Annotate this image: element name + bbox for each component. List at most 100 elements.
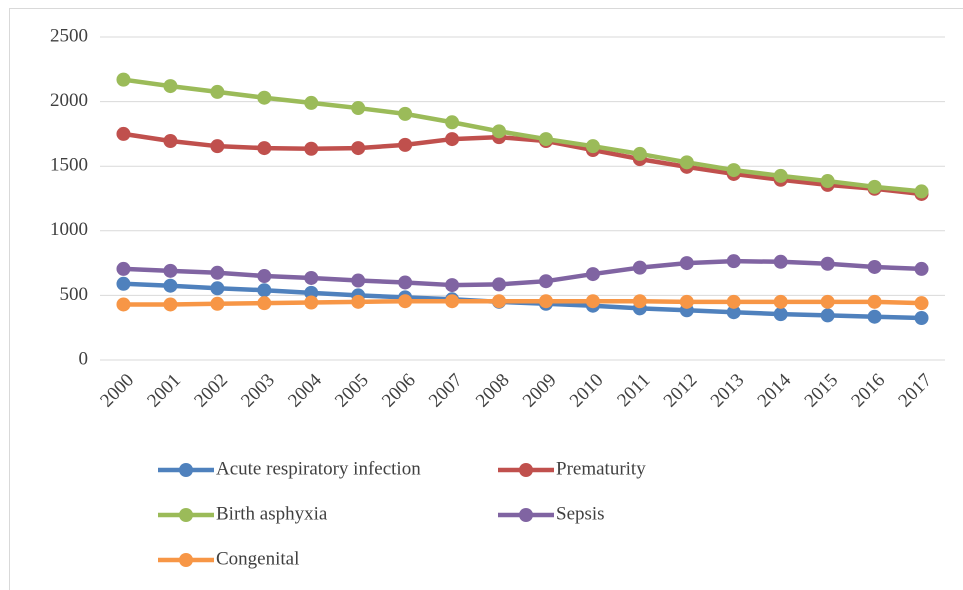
y-tick-label: 2000 <box>50 90 88 111</box>
legend-label: Acute respiratory infection <box>216 458 421 479</box>
data-point <box>585 139 600 154</box>
legend-label: Birth asphyxia <box>216 503 328 524</box>
legend-label: Prematurity <box>556 458 646 479</box>
data-point <box>726 294 741 309</box>
data-point <box>351 141 366 156</box>
data-point <box>820 256 835 271</box>
data-point <box>679 155 694 170</box>
data-point <box>116 261 131 276</box>
data-point <box>304 141 319 156</box>
x-tick-label: 2003 <box>237 370 279 412</box>
data-point <box>492 277 507 292</box>
data-point <box>679 256 694 271</box>
data-point <box>820 308 835 323</box>
x-tick-label: 2014 <box>754 369 796 411</box>
data-point <box>632 294 647 309</box>
legend-swatch-marker <box>519 463 533 477</box>
data-point <box>492 294 507 309</box>
data-point <box>398 275 413 290</box>
legend-label: Congenital <box>216 548 299 569</box>
series-line <box>123 131 922 197</box>
data-point <box>773 168 788 183</box>
data-point <box>257 296 272 311</box>
x-tick-label: 2001 <box>143 370 185 412</box>
data-point <box>820 294 835 309</box>
data-point <box>632 146 647 161</box>
x-tick-label: 2010 <box>566 370 608 412</box>
y-tick-label: 2500 <box>50 25 88 46</box>
data-point <box>351 273 366 288</box>
data-point <box>445 132 460 147</box>
x-tick-label: 2005 <box>331 370 373 412</box>
y-tick-label: 500 <box>60 284 89 305</box>
data-point <box>773 254 788 269</box>
legend-swatch-marker <box>519 508 533 522</box>
legend-swatch-marker <box>179 553 193 567</box>
series-line <box>123 77 922 194</box>
series-line <box>123 258 922 288</box>
data-point <box>445 294 460 309</box>
data-point <box>163 278 178 293</box>
legend-swatch-marker <box>179 508 193 522</box>
data-point <box>257 283 272 298</box>
data-point <box>304 285 319 300</box>
data-point <box>163 263 178 278</box>
x-tick-label: 2008 <box>472 370 514 412</box>
data-point <box>867 309 882 324</box>
data-point <box>538 132 553 147</box>
data-point <box>445 115 460 130</box>
data-point <box>538 274 553 289</box>
data-point <box>679 294 694 309</box>
data-point <box>210 281 225 296</box>
data-point <box>914 296 929 311</box>
x-tick-label: 2011 <box>613 370 654 411</box>
data-point <box>867 294 882 309</box>
data-point <box>163 134 178 149</box>
data-point <box>398 137 413 152</box>
data-point <box>257 269 272 284</box>
data-point <box>773 294 788 309</box>
x-tick-label: 2006 <box>378 370 420 412</box>
data-point <box>210 139 225 154</box>
data-point <box>210 84 225 99</box>
legend-label: Sepsis <box>556 503 605 524</box>
x-tick-label: 2016 <box>847 370 889 412</box>
x-tick-label: 2002 <box>190 370 232 412</box>
series-line <box>123 298 922 307</box>
y-tick-label: 1000 <box>50 219 88 240</box>
legend-swatch-marker <box>179 463 193 477</box>
data-point <box>773 307 788 322</box>
x-tick-label: 2009 <box>519 370 561 412</box>
data-point <box>163 297 178 312</box>
data-point <box>632 260 647 275</box>
data-point <box>585 294 600 309</box>
x-tick-label: 2007 <box>425 370 467 412</box>
x-tick-label: 2004 <box>284 369 326 411</box>
data-point <box>304 295 319 310</box>
data-point <box>585 267 600 282</box>
data-point <box>820 174 835 189</box>
y-tick-label: 0 <box>79 348 89 369</box>
data-point <box>492 124 507 139</box>
data-point <box>445 278 460 293</box>
data-point <box>210 296 225 311</box>
data-point <box>351 101 366 116</box>
data-point <box>116 297 131 312</box>
chart-frame <box>9 8 963 590</box>
data-point <box>116 276 131 291</box>
data-point <box>726 163 741 178</box>
data-point <box>257 141 272 156</box>
y-tick-label: 1500 <box>50 155 88 176</box>
data-point <box>398 294 413 309</box>
data-point <box>867 179 882 194</box>
data-point <box>163 79 178 94</box>
data-point <box>116 72 131 87</box>
x-tick-label: 2012 <box>660 370 702 412</box>
data-point <box>914 311 929 326</box>
x-tick-label: 2015 <box>801 370 843 412</box>
data-point <box>257 90 272 105</box>
x-tick-label: 2013 <box>707 370 749 412</box>
data-point <box>726 254 741 269</box>
x-tick-label: 2017 <box>894 370 936 412</box>
data-point <box>867 259 882 274</box>
